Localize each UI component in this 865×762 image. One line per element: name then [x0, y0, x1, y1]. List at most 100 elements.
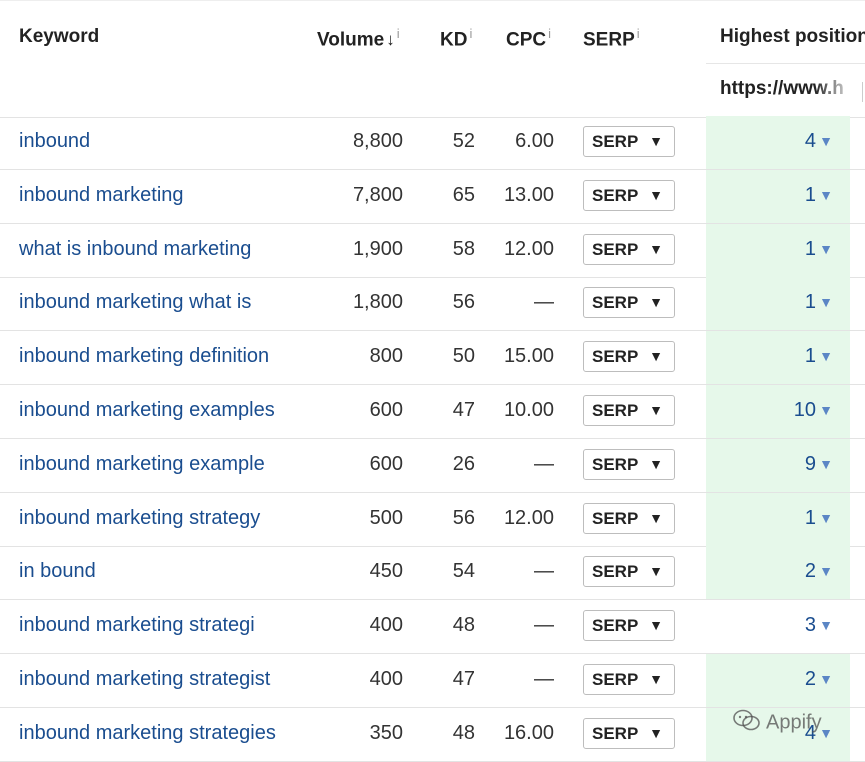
column-header-highest-position[interactable]: Highest position [720, 26, 865, 47]
caret-down-icon[interactable]: ▼ [819, 348, 833, 365]
caret-down-icon: ▼ [649, 294, 663, 311]
position-value[interactable]: 4 [804, 721, 816, 744]
position-cell[interactable]: 1 ▼ [706, 277, 850, 331]
position-value[interactable]: 4 [804, 130, 816, 152]
table-row: 1 ▼ inbound marketing 7,800 65 13.00 SER… [0, 169, 865, 224]
keyword-link[interactable]: inbound marketing strategy [19, 506, 261, 529]
info-icon[interactable]: i [548, 26, 552, 41]
keyword-link[interactable]: inbound marketing strategies [19, 721, 276, 744]
keyword-link[interactable]: inbound marketing strategi [19, 614, 255, 637]
serp-dropdown-button[interactable]: SERP ▼ [583, 179, 675, 211]
cpc-value: 12.00 [503, 506, 554, 529]
position-cell[interactable]: 9 ▼ [706, 438, 850, 492]
serp-dropdown-button[interactable]: SERP ▼ [583, 341, 675, 373]
serp-button-label: SERP [592, 454, 639, 474]
caret-down-icon[interactable]: ▼ [819, 402, 833, 418]
serp-button-label: SERP [592, 239, 639, 259]
caret-down-icon[interactable]: ▼ [819, 563, 833, 580]
table-row: 1 ▼ inbound marketing what is 1,800 56 —… [0, 277, 865, 332]
position-cell[interactable]: 2 ▼ [706, 546, 850, 600]
position-value[interactable]: 1 [804, 237, 816, 260]
position-cell[interactable]: 4 ▼ [706, 707, 850, 761]
position-value[interactable]: 2 [804, 668, 816, 690]
kd-value: 56 [452, 506, 475, 529]
keyword-link[interactable]: what is inbound marketing [19, 237, 252, 260]
wechat-icon [732, 708, 762, 738]
serp-dropdown-button[interactable]: SERP ▼ [583, 556, 675, 588]
table-row: 2 ▼ in bound 450 54 — SERP ▼ [0, 546, 865, 601]
table-row: 1 ▼ inbound marketing strategy 500 56 12… [0, 492, 865, 547]
position-cell[interactable]: 10 ▼ [706, 385, 850, 438]
keyword-link[interactable]: inbound marketing what is [19, 291, 252, 314]
serp-dropdown-button[interactable]: SERP ▼ [583, 664, 675, 695]
position-cell[interactable]: 4 ▼ [706, 116, 850, 169]
keyword-link[interactable]: inbound marketing [19, 183, 184, 206]
column-header-keyword[interactable]: Keyword [19, 26, 100, 47]
column-header-serp[interactable]: SERP i [583, 26, 640, 51]
caret-down-icon: ▼ [649, 563, 663, 580]
serp-dropdown-button[interactable]: SERP ▼ [583, 287, 675, 319]
position-value[interactable]: 1 [804, 345, 816, 368]
position-value[interactable]: 9 [804, 452, 816, 475]
column-header-kd[interactable]: KD i [440, 26, 473, 51]
caret-down-icon[interactable]: ▼ [819, 240, 833, 257]
caret-down-icon[interactable]: ▼ [819, 455, 833, 472]
table-row: 1 ▼ inbound marketing definition 800 50 … [0, 331, 865, 386]
caret-down-icon[interactable]: ▼ [819, 186, 833, 203]
position-cell[interactable]: 1 ▼ [706, 492, 850, 546]
kd-value: 56 [452, 291, 475, 314]
kd-value: 48 [452, 721, 475, 744]
competitor-url[interactable]: https://www.h [720, 78, 844, 99]
column-divider[interactable] [862, 82, 863, 102]
keyword-link[interactable]: inbound marketing example [19, 452, 265, 475]
caret-down-icon[interactable]: ▼ [819, 724, 833, 741]
position-value[interactable]: 1 [804, 506, 816, 529]
caret-down-icon[interactable]: ▼ [819, 671, 833, 687]
watermark: Appify [732, 708, 822, 738]
serp-dropdown-button[interactable]: SERP ▼ [583, 448, 675, 480]
position-cell[interactable]: 1 ▼ [706, 223, 850, 277]
keyword-link[interactable]: inbound [19, 130, 91, 152]
table-row: 4 ▼ inbound marketing strategies 350 48 … [0, 707, 865, 762]
position-cell[interactable]: 3 ▼ [706, 600, 850, 653]
position-cell[interactable]: 2 ▼ [706, 654, 850, 707]
caret-down-icon: ▼ [649, 186, 663, 203]
position-cell[interactable]: 1 ▼ [706, 331, 850, 385]
table-header: Keyword Volume ↓ i KD i CPC i SERP i Highest … [0, 0, 865, 118]
keyword-link[interactable]: inbound marketing strategist [19, 668, 271, 690]
kd-value: 48 [452, 614, 475, 637]
watermark-text: Appify [766, 711, 822, 734]
volume-value: 1,900 [352, 237, 403, 260]
keyword-link[interactable]: inbound marketing definition [19, 345, 270, 368]
serp-dropdown-button[interactable]: SERP ▼ [583, 610, 675, 642]
position-value[interactable]: 1 [804, 183, 816, 206]
info-icon[interactable]: i [396, 26, 400, 41]
caret-down-icon: ▼ [649, 240, 663, 257]
position-cell[interactable]: 1 ▼ [706, 169, 850, 223]
position-value[interactable]: 1 [804, 291, 816, 314]
info-icon[interactable]: i [469, 26, 473, 41]
caret-down-icon[interactable]: ▼ [819, 294, 833, 311]
serp-dropdown-button[interactable]: SERP ▼ [583, 395, 675, 426]
keyword-link[interactable]: in bound [19, 560, 96, 583]
caret-down-icon[interactable]: ▼ [819, 133, 833, 149]
info-icon[interactable]: i [636, 26, 640, 41]
serp-button-label: SERP [592, 723, 639, 743]
caret-down-icon[interactable]: ▼ [819, 617, 833, 634]
serp-button-label: SERP [592, 293, 639, 313]
caret-down-icon[interactable]: ▼ [819, 509, 833, 526]
position-value[interactable]: 2 [804, 560, 816, 583]
serp-dropdown-button[interactable]: SERP ▼ [583, 233, 675, 265]
table-row: 3 ▼ inbound marketing strategi 400 48 — … [0, 600, 865, 655]
position-value[interactable]: 10 [793, 399, 816, 421]
serp-dropdown-button[interactable]: SERP ▼ [583, 502, 675, 534]
column-header-volume[interactable]: Volume ↓ i [317, 26, 400, 51]
table-row: 4 ▼ inbound 8,800 52 6.00 SERP ▼ [0, 116, 865, 170]
keyword-link[interactable]: inbound marketing examples [19, 399, 275, 421]
kd-value: 58 [452, 237, 475, 260]
column-header-cpc[interactable]: CPC i [506, 26, 552, 51]
position-value[interactable]: 3 [804, 614, 816, 637]
serp-dropdown-button[interactable]: SERP ▼ [583, 126, 675, 157]
serp-dropdown-button[interactable]: SERP ▼ [583, 717, 675, 749]
volume-value: 400 [369, 668, 403, 690]
